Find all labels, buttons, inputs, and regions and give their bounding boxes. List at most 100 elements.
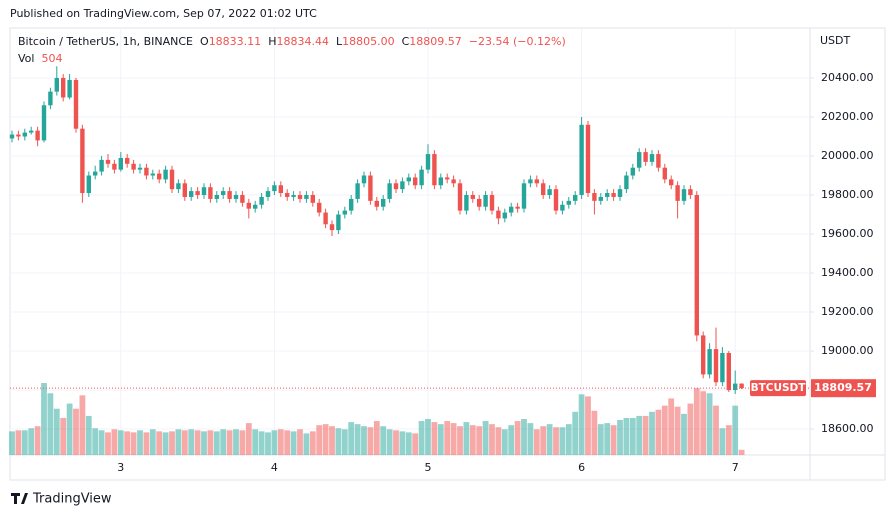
volume-bar	[15, 430, 22, 455]
volume-bar	[457, 426, 463, 455]
volume-bar	[335, 428, 342, 455]
candle-body	[35, 130, 40, 141]
volume-bar	[239, 430, 246, 455]
candle-body	[291, 195, 296, 197]
candle-body	[726, 352, 731, 391]
candle-body	[681, 189, 687, 201]
volume-bar	[719, 428, 726, 455]
candle-body	[253, 204, 258, 209]
y-tick-label: 19400.00	[821, 266, 874, 279]
candle-body	[41, 105, 47, 141]
candle-body	[675, 185, 680, 201]
candle-body	[720, 352, 725, 383]
candle-body	[528, 179, 533, 184]
volume-bar	[463, 422, 470, 455]
candle-body	[285, 193, 290, 197]
candle-body	[355, 183, 360, 199]
y-tick-label: 20400.00	[821, 71, 874, 84]
volume-bar	[629, 417, 636, 455]
volume-bar	[578, 394, 585, 455]
volume-bar	[693, 388, 700, 455]
volume-bar	[610, 425, 617, 455]
volume-bar	[284, 430, 291, 455]
volume-bar	[156, 431, 163, 455]
volume-bar	[732, 405, 739, 455]
candle-body	[496, 210, 501, 219]
candle-body	[93, 171, 98, 176]
candle-body	[547, 189, 552, 196]
volume-bar	[98, 430, 105, 455]
candle-body	[105, 159, 111, 164]
candle-body	[585, 124, 591, 194]
candle-body	[438, 177, 443, 186]
volume-bar	[514, 421, 521, 455]
candle-body	[125, 157, 130, 164]
brand-logo	[11, 493, 28, 504]
volume-bar	[277, 429, 284, 455]
candle-body	[176, 183, 181, 190]
volume-bar	[201, 431, 207, 455]
volume-bar	[226, 430, 233, 455]
candle-body	[169, 169, 175, 190]
candle-body	[29, 130, 34, 133]
volume-bar	[636, 415, 643, 455]
volume-legend: Vol 504	[18, 52, 62, 65]
volume-bar	[405, 432, 412, 455]
volume-bar	[290, 431, 297, 455]
legend-change: −23.54 (−0.12%)	[469, 35, 566, 48]
volume-bar	[572, 411, 579, 455]
y-tick-label: 20200.00	[821, 110, 874, 123]
candle-body	[432, 154, 437, 186]
candle-body	[317, 202, 322, 213]
volume-bar	[175, 429, 182, 455]
candle-body	[163, 169, 168, 180]
candle-body	[48, 91, 53, 106]
candle-body	[643, 152, 648, 162]
volume-bar	[469, 425, 476, 455]
volume-bar	[149, 429, 156, 455]
axes: 18600.0018800.0019000.0019200.0019400.00…	[10, 71, 876, 474]
volume-bar	[143, 432, 150, 455]
legend-symbol: Bitcoin / TetherUS, 1h, BINANCE	[18, 35, 193, 48]
candle-body	[413, 177, 418, 186]
volume-bar	[418, 421, 425, 455]
volume-bar	[725, 425, 732, 455]
candle-body	[73, 79, 79, 129]
candle-body	[477, 198, 482, 207]
volume-bar	[130, 432, 137, 455]
volume-bar	[297, 429, 303, 455]
candle-body	[201, 187, 207, 196]
candle-body	[227, 191, 232, 199]
candle-body	[502, 212, 507, 219]
volume-bar	[425, 419, 431, 455]
volume-bar	[399, 431, 406, 455]
volume-bar	[495, 427, 502, 455]
legend-value: 18805.00	[342, 35, 395, 48]
candle-body	[694, 195, 699, 336]
volume-bar	[41, 383, 47, 455]
volume-bar	[169, 431, 175, 455]
volume-bar	[565, 424, 572, 455]
volume-bar	[220, 429, 227, 455]
legend-value: 18834.44	[276, 35, 329, 48]
candle-body	[208, 187, 213, 199]
volume-bar	[181, 430, 188, 455]
y-tick-label: 19000.00	[821, 344, 874, 357]
grid	[10, 28, 810, 455]
legend-volume-value: 504	[41, 52, 62, 65]
brand-name: TradingView	[32, 492, 112, 507]
volume-bar	[386, 429, 393, 455]
volume-bar	[476, 426, 483, 455]
x-tick-label: 7	[732, 461, 739, 474]
volume-bar	[687, 403, 694, 455]
volume-bar	[674, 406, 681, 455]
volume-bar	[92, 428, 99, 455]
candle-body	[86, 175, 91, 194]
candle-body	[707, 349, 712, 375]
candle-body	[445, 177, 450, 180]
symbol-tag-text: BTCUSDT	[751, 382, 807, 394]
volume-bar	[194, 430, 201, 455]
candle-body	[131, 163, 136, 170]
candle-body	[374, 200, 379, 207]
candle-body	[701, 335, 706, 375]
